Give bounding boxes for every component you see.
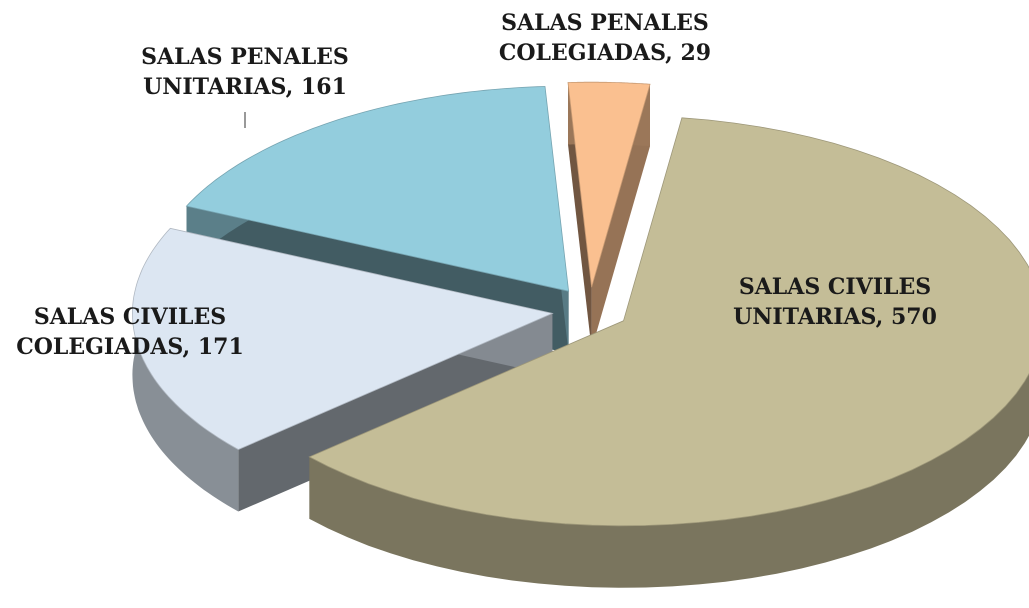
slice-top — [185, 86, 570, 292]
slice — [308, 117, 1029, 588]
slice-side — [568, 82, 592, 350]
data-label: SALAS CIVILES UNITARIAS, 570 — [733, 274, 937, 330]
data-label: SALAS PENALES COLEGIADAS, 29 — [498, 10, 712, 66]
slice-top — [308, 117, 1029, 527]
slice-wall — [309, 117, 1029, 588]
data-label: SALAS CIVILES COLEGIADAS, 171 — [16, 304, 244, 360]
slice-side — [591, 84, 650, 350]
data-label: SALAS PENALES UNITARIAS, 161 — [141, 44, 349, 100]
slice-top — [131, 227, 554, 450]
slice — [567, 81, 651, 350]
slice-top — [567, 81, 651, 288]
